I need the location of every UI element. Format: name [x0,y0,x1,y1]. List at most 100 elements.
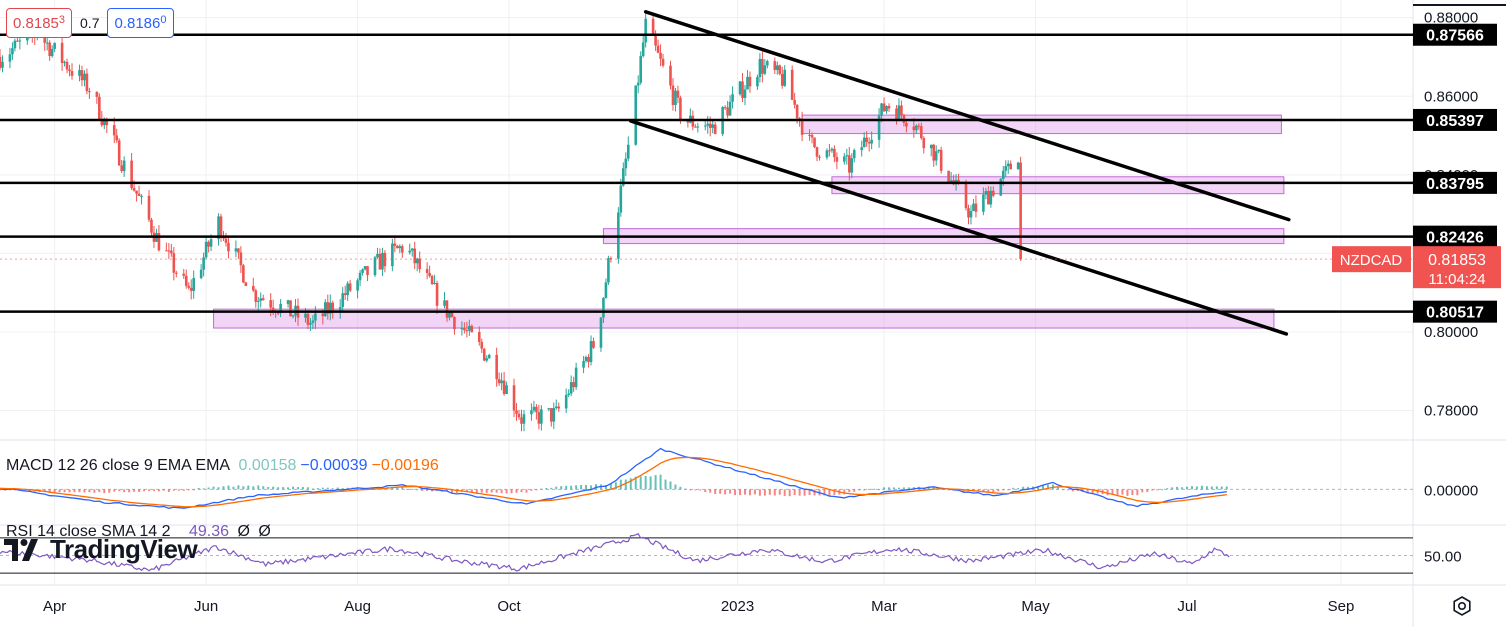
candle-body [604,282,608,298]
candle-body [634,85,638,145]
candle-body [63,61,66,63]
candle-body [713,124,717,135]
candle-body [922,138,926,149]
candle-body [537,412,541,424]
candle-body [686,120,690,123]
macd-histogram-bar [888,487,891,490]
buy-price-fraction: 0 [160,14,167,26]
macd-histogram-bar [634,476,637,490]
candle-body [102,118,106,126]
macd-histogram-bar [267,486,270,490]
macd-line [0,447,1227,509]
candle-body [410,248,414,251]
macd-histogram-bar [739,489,742,496]
candle-body [639,56,642,83]
candle-body [512,385,516,411]
buy-price-box[interactable]: 0.8186 0 [107,8,174,38]
macd-histogram-bar [1195,486,1198,490]
macd-histogram-bar [192,489,195,491]
macd-histogram-bar [833,489,836,496]
candle-body [679,97,682,121]
macd-histogram-bar [734,489,737,496]
trendline [643,10,1291,222]
candle-body [259,298,263,301]
settings-icon[interactable] [1450,594,1474,618]
candle-body [8,54,12,62]
macd-histogram-bar [684,488,687,490]
candle-body [182,273,186,276]
candle-body [172,253,176,273]
macd-histogram-bar [679,486,682,490]
macd-histogram-bar [1012,487,1015,490]
candle-body [346,283,349,296]
candle-body [256,300,260,302]
rsi-value: 49.36 [188,523,230,540]
candle-body [659,52,662,59]
candle-body [60,42,64,63]
candle-body [748,76,752,87]
macd-histogram-bar [48,489,51,493]
candle-body [706,123,710,126]
candle-body [609,258,613,260]
candle-body [964,183,968,209]
trendline [629,119,1289,336]
candle-body [115,135,119,141]
quote-boxes: 0.8185 3 0.7 0.8186 0 [6,8,174,38]
macd-histogram-bar [0,489,1,491]
macd-histogram-bar [570,485,573,490]
macd-histogram-bar [843,489,846,495]
candle-body [165,250,168,252]
sell-price-box[interactable]: 0.8185 3 [6,8,73,38]
macd-histogram-bar [773,489,776,496]
macd-histogram-bar [1046,484,1049,490]
candle-body [234,248,238,252]
candle-body [202,257,205,270]
candle-body [905,122,908,127]
macd-histogram-bar [406,488,409,490]
candle-body [468,325,471,331]
symbol-tag: NZDCAD [1340,252,1403,269]
candle-body [100,119,104,126]
candle-body [783,69,787,86]
macd-legend[interactable]: MACD 12 26 close 9 EMA EMA 0.00158 −0.000… [6,457,443,475]
candle-body [552,408,556,422]
macd-histogram-bar [1166,488,1169,490]
candle-body [882,103,886,112]
macd-histogram-bar [883,487,886,490]
macd-histogram-bar [202,488,205,490]
candle-body [361,269,364,273]
macd-histogram-bar [23,489,26,491]
rsi-legend[interactable]: RSI 14 close SMA 14 2 49.36 Ø Ø [6,523,275,541]
macd-histogram-bar [987,489,990,492]
macd-histogram-bar [848,489,851,493]
macd-histogram-bar [912,487,915,490]
macd-histogram-bar [927,486,930,490]
candle-body [120,165,123,172]
candle-body [373,257,377,276]
macd-histogram-bar [545,487,548,490]
macd-histogram-bar [614,482,617,490]
candle-body [1019,162,1022,260]
candle-body [696,126,700,128]
candle-body [482,348,486,361]
macd-histogram-bar [1190,486,1193,490]
macd-histogram-bar [1091,489,1094,494]
candle-body [487,354,491,359]
candle-body [671,85,675,105]
tradingview-logo[interactable]: TradingView [4,534,198,565]
macd-histogram-bar [1121,489,1124,495]
candle-body [0,56,2,68]
price-axis-label: 0.78000 [1424,403,1478,420]
macd-histogram-bar [654,475,657,490]
candle-body [569,382,573,394]
macd-histogram-bar [88,489,91,493]
level-label: 0.80517 [1426,305,1484,322]
candle-body [969,211,973,218]
candle-body [391,243,394,267]
level-label-bg [1413,171,1497,194]
time-axis-label: Aug [344,598,371,615]
macd-histogram-bar [1210,486,1213,490]
candle-body [669,65,672,86]
candle-body [207,241,210,247]
